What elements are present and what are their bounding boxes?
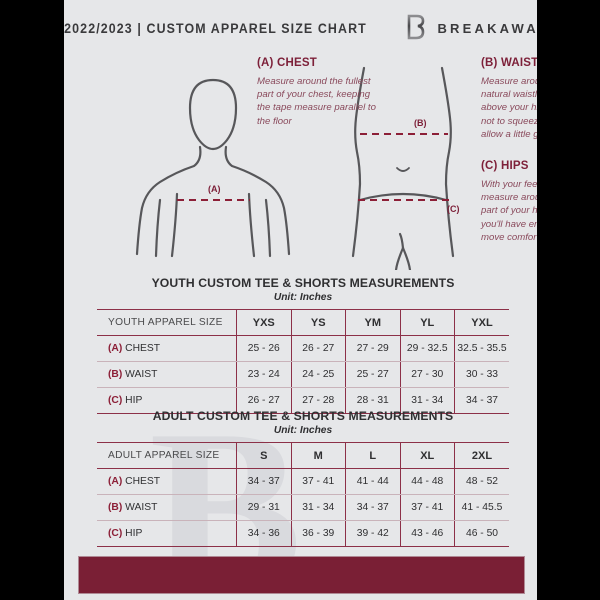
youth-waist-yxl: 30 - 33 <box>454 361 509 388</box>
youth-table-title: YOUTH CUSTOM TEE & SHORTS MEASUREMENTS <box>151 276 455 290</box>
youth-size-header-ys: YS <box>290 309 346 336</box>
callout-hips-body: With your feet together, measure around … <box>481 179 537 243</box>
measure-code: (C) <box>108 528 123 539</box>
adult-measurements-table: ADULT APPAREL SIZE S M L XL 2XL (A) CHEST 34 - … <box>97 442 509 547</box>
waist-marker-label: (B) <box>414 118 427 128</box>
youth-chest-yxs: 25 - 26 <box>236 335 291 362</box>
measure-code: (B) <box>108 502 123 513</box>
youth-row-label-chest: (A) CHEST <box>97 335 237 362</box>
youth-chest-yxl: 32.5 - 35.5 <box>454 335 509 362</box>
adult-row-label-waist: (B) WAIST <box>97 494 237 521</box>
youth-chest-ys: 26 - 27 <box>290 335 346 362</box>
footer-bar <box>78 556 525 594</box>
youth-hip-ys: 27 - 28 <box>290 387 346 414</box>
measurement-diagram: (A) (B) (C) (A) CHEST Measure around the… <box>64 48 537 270</box>
adult-hip-m: 36 - 39 <box>290 520 346 547</box>
table-row: (B) WAIST 29 - 31 31 - 34 34 - 37 37 - 41 41 … <box>97 494 509 521</box>
adult-waist-l: 34 - 37 <box>345 494 400 521</box>
youth-hip-yxs: 26 - 27 <box>236 387 291 414</box>
breakaway-b-logo-icon <box>402 13 428 43</box>
adult-size-header-xl: XL <box>399 442 455 469</box>
page-title: 2022/2023 | CUSTOM APPAREL SIZE CHART <box>64 20 368 36</box>
callout-hips: (C) HIPS With your feet together, measur… <box>481 160 537 244</box>
adult-measurements-block: ADULT CUSTOM TEE & SHORTS MEASUREMENTS U… <box>97 409 509 547</box>
callout-waist-heading: (B) WAIST <box>481 57 537 69</box>
brand-logo: BREAKAWAY <box>402 13 537 43</box>
adult-chest-xl: 44 - 48 <box>399 468 455 495</box>
table-row: (A) CHEST 34 - 37 37 - 41 41 - 44 44 - 48 48 … <box>97 468 509 495</box>
size-chart-page: B 2022/2023 | CUSTOM APPAREL SIZE CHART <box>64 0 537 600</box>
measure-code: (C) <box>108 395 123 406</box>
youth-table-unit: Unit: Inches <box>273 292 333 303</box>
measure-code: (B) <box>108 369 123 380</box>
youth-waist-yl: 27 - 30 <box>399 361 455 388</box>
adult-row-header-label: ADULT APPAREL SIZE <box>97 442 237 469</box>
brand-name: BREAKAWAY <box>437 20 537 36</box>
youth-row-label-waist: (B) WAIST <box>97 361 237 388</box>
adult-hip-2xl: 46 - 50 <box>454 520 509 547</box>
table-row: (C) HIP 26 - 27 27 - 28 28 - 31 31 - 34 34 - … <box>97 387 509 414</box>
youth-waist-yxs: 23 - 24 <box>236 361 291 388</box>
youth-size-header-ym: YM <box>345 309 400 336</box>
adult-table-unit: Unit: Inches <box>273 425 333 436</box>
callout-chest: (A) CHEST Measure around the fullest par… <box>257 57 377 128</box>
callout-waist-body: Measure around your natural waistline – … <box>481 76 537 140</box>
adult-size-header-2xl: 2XL <box>454 442 509 469</box>
hip-marker-label: (C) <box>447 204 460 214</box>
adult-row-label-chest: (A) CHEST <box>97 468 237 495</box>
youth-row-header-label: YOUTH APPAREL SIZE <box>97 309 237 336</box>
table-row: (C) HIP 34 - 36 36 - 39 39 - 42 43 - 46 46 - … <box>97 520 509 547</box>
callout-chest-heading: (A) CHEST <box>257 57 317 69</box>
adult-header-row: ADULT APPAREL SIZE S M L XL 2XL <box>97 442 509 469</box>
page-header: 2022/2023 | CUSTOM APPAREL SIZE CHART <box>64 0 537 56</box>
youth-hip-ym: 28 - 31 <box>345 387 400 414</box>
adult-chest-2xl: 48 - 52 <box>454 468 509 495</box>
adult-hip-l: 39 - 42 <box>345 520 400 547</box>
callout-waist: (B) WAIST Measure around your natural wa… <box>481 57 537 141</box>
measure-code: (A) <box>108 476 123 487</box>
chest-marker-label: (A) <box>208 184 221 194</box>
youth-size-header-yxl: YXL <box>454 309 509 336</box>
youth-size-header-yxs: YXS <box>236 309 291 336</box>
adult-size-header-m: M <box>290 442 346 469</box>
adult-chest-l: 41 - 44 <box>345 468 400 495</box>
adult-chest-m: 37 - 41 <box>290 468 346 495</box>
adult-hip-xl: 43 - 46 <box>399 520 455 547</box>
youth-chest-yl: 29 - 32.5 <box>399 335 455 362</box>
adult-waist-xl: 37 - 41 <box>399 494 455 521</box>
adult-waist-s: 29 - 31 <box>236 494 291 521</box>
callout-hips-heading: (C) HIPS <box>481 160 529 172</box>
youth-waist-ys: 24 - 25 <box>290 361 346 388</box>
adult-chest-s: 34 - 37 <box>236 468 291 495</box>
youth-waist-ym: 25 - 27 <box>345 361 400 388</box>
callout-chest-body: Measure around the fullest part of your … <box>257 76 376 127</box>
youth-measurements-block: YOUTH CUSTOM TEE & SHORTS MEASUREMENTS U… <box>97 276 509 414</box>
measure-code: (A) <box>108 343 123 354</box>
table-row: (B) WAIST 23 - 24 24 - 25 25 - 27 27 - 30 30 … <box>97 361 509 388</box>
table-row: (A) CHEST 25 - 26 26 - 27 27 - 29 29 - 32.5 3… <box>97 335 509 362</box>
adult-table-title: ADULT CUSTOM TEE & SHORTS MEASUREMENTS <box>152 409 454 423</box>
adult-waist-2xl: 41 - 45.5 <box>454 494 509 521</box>
youth-chest-ym: 27 - 29 <box>345 335 400 362</box>
youth-size-header-yl: YL <box>399 309 455 336</box>
youth-header-row: YOUTH APPAREL SIZE YXS YS YM YL YXL <box>97 309 509 336</box>
adult-size-header-s: S <box>236 442 291 469</box>
adult-hip-s: 34 - 36 <box>236 520 291 547</box>
youth-row-label-hip: (C) HIP <box>97 387 237 414</box>
youth-hip-yl: 31 - 34 <box>399 387 455 414</box>
adult-row-label-hip: (C) HIP <box>97 520 237 547</box>
adult-waist-m: 31 - 34 <box>290 494 346 521</box>
youth-measurements-table: YOUTH APPAREL SIZE YXS YS YM YL YXL (A) CHEST 2… <box>97 309 509 414</box>
adult-size-header-l: L <box>345 442 400 469</box>
youth-hip-yxl: 34 - 37 <box>454 387 509 414</box>
